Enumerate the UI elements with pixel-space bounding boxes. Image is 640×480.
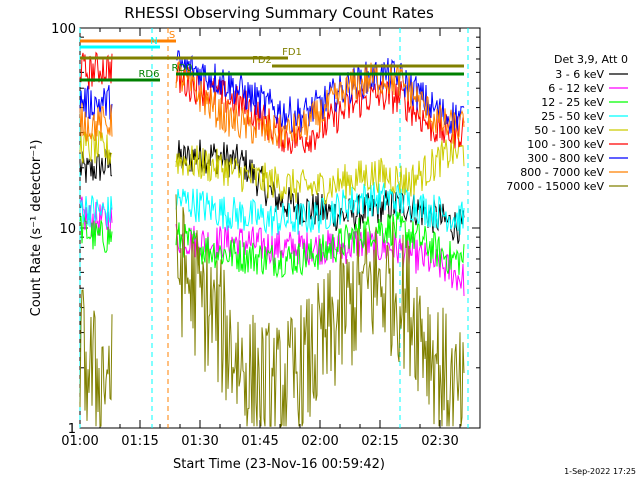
x-tick-label: 01:00 [61,434,98,449]
series-line-2 [79,196,113,239]
x-tick-label: 01:30 [181,434,218,449]
footer-timestamp: 1-Sep-2022 17:25 [564,467,636,476]
series-line-4 [175,181,465,236]
x-tick-label: 02:15 [361,434,398,449]
flag-label-n: N [150,36,157,47]
series-line-8 [175,59,465,149]
legend-label: 25 - 50 keV [541,110,604,123]
series-line-1 [175,139,465,244]
flag-label-fd1: FD1 [282,47,302,58]
series-line-3 [175,211,465,279]
flag-label-rd6: RD6 [138,69,159,80]
y-tick-label: 100 [51,22,76,37]
legend-header: Det 3,9, Att 0 [554,53,628,66]
legend-label: 6 - 12 keV [548,82,604,95]
chart-title: RHESSI Observing Summary Count Rates [124,4,434,22]
plot-area: 1 10 100 01:00 01:15 01:30 01:45 02:00 02:15 02:3… [51,22,481,449]
flag-label-s: S [169,30,175,41]
x-tick-label: 02:30 [421,434,458,449]
flag-label-rd0: RD0 [171,63,192,74]
x-axis-label: Start Time (23-Nov-16 00:59:42) [173,457,385,472]
legend-label: 7000 - 15000 keV [506,180,604,193]
series-line-4 [79,195,113,228]
flag-label-fd2: FD2 [252,55,272,66]
legend-label: 12 - 25 keV [541,96,604,109]
legend-label: 300 - 800 keV [527,152,604,165]
series-line-7 [79,85,113,121]
series-line-7 [175,50,465,134]
series-line-3 [79,214,113,253]
series-line-5 [175,134,465,205]
series-line-6 [79,51,113,90]
legend-label: 800 - 7000 keV [520,166,604,179]
legend-label: 3 - 6 keV [555,68,604,81]
series-line-8 [79,102,113,142]
series-line-9 [79,289,113,427]
x-tick-label: 02:00 [301,434,338,449]
y-tick-label: 10 [59,222,76,237]
x-tick-label: 01:45 [241,434,278,449]
legend-label: 50 - 100 keV [534,124,604,137]
x-tick-label: 01:15 [121,434,158,449]
legend-label: 100 - 300 keV [527,138,604,151]
y-axis-label: Count Rate (s⁻¹ detector⁻¹) [29,140,44,317]
y-tick-label: 1 [68,422,76,437]
series-line-9 [175,194,465,428]
series-line-5 [79,129,113,165]
